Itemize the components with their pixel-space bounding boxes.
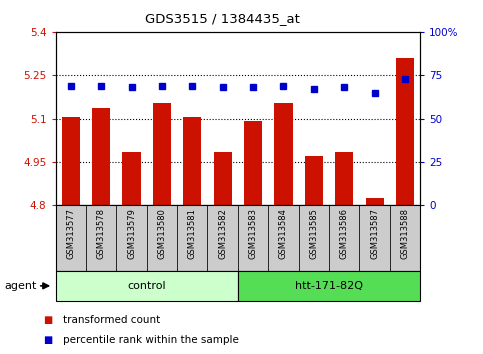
- Text: GSM313578: GSM313578: [97, 208, 106, 259]
- Text: GSM313584: GSM313584: [279, 208, 288, 259]
- Bar: [92, 108, 110, 205]
- Text: percentile rank within the sample: percentile rank within the sample: [63, 335, 239, 345]
- Bar: [213, 152, 232, 205]
- Text: GSM313577: GSM313577: [66, 208, 75, 259]
- Text: agent: agent: [5, 281, 37, 291]
- Text: GSM313579: GSM313579: [127, 208, 136, 259]
- Bar: [274, 103, 293, 205]
- Bar: [116, 205, 147, 271]
- Bar: [305, 156, 323, 205]
- Bar: [177, 205, 208, 271]
- Bar: [244, 121, 262, 205]
- Bar: [56, 271, 238, 301]
- Bar: [298, 205, 329, 271]
- Bar: [268, 205, 298, 271]
- Bar: [183, 117, 201, 205]
- Text: ■: ■: [43, 335, 53, 345]
- Text: GSM313582: GSM313582: [218, 208, 227, 259]
- Text: GSM313588: GSM313588: [400, 208, 410, 259]
- Text: control: control: [128, 281, 166, 291]
- Bar: [153, 103, 171, 205]
- Text: GSM313587: GSM313587: [370, 208, 379, 259]
- Text: GSM313580: GSM313580: [157, 208, 167, 259]
- Bar: [366, 198, 384, 205]
- Bar: [335, 152, 354, 205]
- Bar: [396, 58, 414, 205]
- Text: GSM313586: GSM313586: [340, 208, 349, 259]
- Text: ■: ■: [43, 315, 53, 325]
- Bar: [86, 205, 116, 271]
- Text: GDS3515 / 1384435_at: GDS3515 / 1384435_at: [145, 12, 299, 25]
- Bar: [238, 205, 268, 271]
- Bar: [390, 205, 420, 271]
- Bar: [238, 271, 420, 301]
- Bar: [56, 205, 86, 271]
- Text: htt-171-82Q: htt-171-82Q: [295, 281, 363, 291]
- Bar: [329, 205, 359, 271]
- Text: GSM313581: GSM313581: [188, 208, 197, 259]
- Bar: [359, 205, 390, 271]
- Bar: [147, 205, 177, 271]
- Bar: [62, 117, 80, 205]
- Text: transformed count: transformed count: [63, 315, 160, 325]
- Bar: [208, 205, 238, 271]
- Bar: [122, 152, 141, 205]
- Text: GSM313583: GSM313583: [249, 208, 257, 259]
- Text: GSM313585: GSM313585: [309, 208, 318, 259]
